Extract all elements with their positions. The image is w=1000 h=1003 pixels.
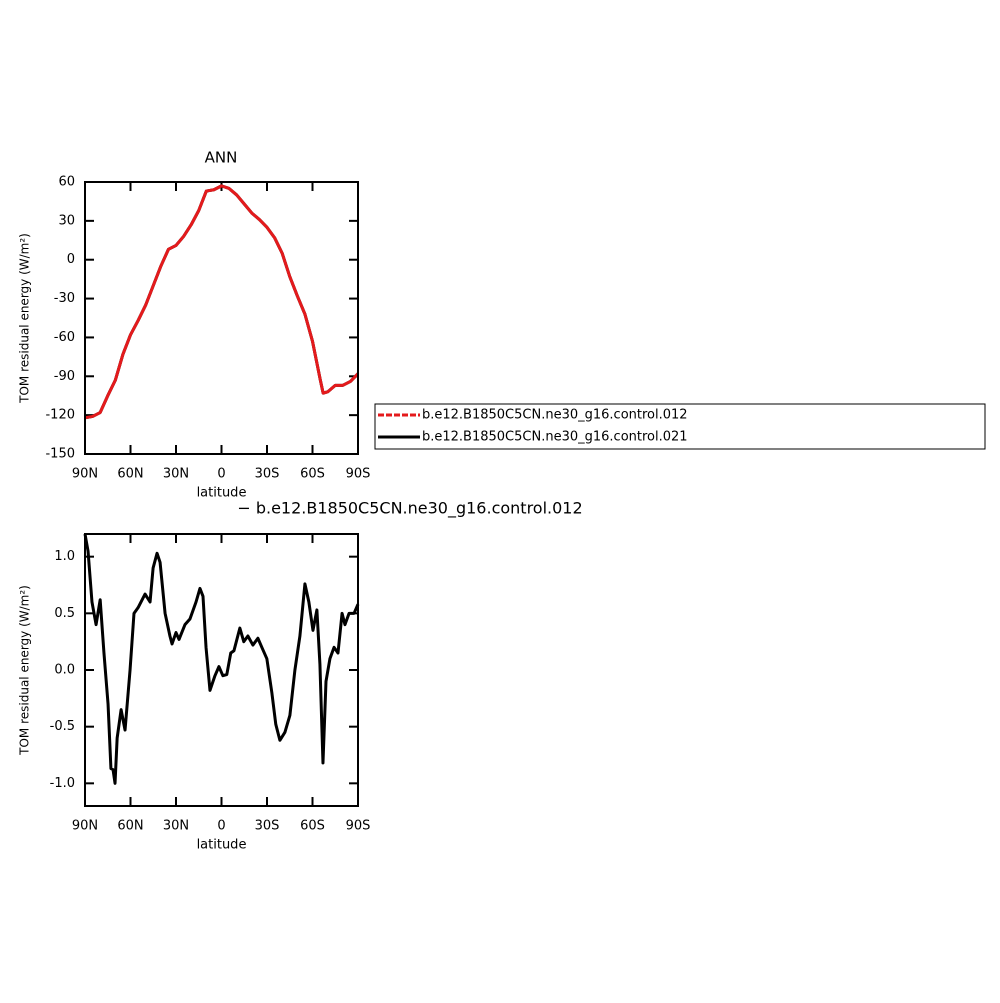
legend-label: b.e12.B1850C5CN.ne30_g16.control.021 bbox=[422, 430, 688, 445]
y-tick-label: 0.0 bbox=[54, 663, 75, 678]
y-tick-label: -150 bbox=[45, 447, 75, 462]
x-tick-label: 90N bbox=[72, 819, 98, 834]
y-tick-label: 30 bbox=[58, 213, 75, 228]
x-tick-label: 90N bbox=[72, 467, 98, 482]
x-tick-label: 60N bbox=[117, 819, 143, 834]
y-tick-label: -90 bbox=[54, 369, 75, 384]
x-tick-label: 0 bbox=[217, 467, 225, 482]
y-tick-label: 0.5 bbox=[54, 606, 75, 621]
chart-title: − b.e12.B1850C5CN.ne30_g16.control.012 bbox=[237, 499, 582, 519]
chart-title: ANN bbox=[205, 149, 238, 167]
x-axis-label: latitude bbox=[197, 838, 247, 853]
y-tick-label: 60 bbox=[58, 175, 75, 190]
plot-frame bbox=[84, 533, 359, 807]
y-axis-label: TOM residual energy (W/m²) bbox=[18, 585, 32, 756]
data-line bbox=[83, 533, 360, 785]
x-tick-label: 30S bbox=[255, 819, 280, 834]
y-tick-label: -30 bbox=[54, 291, 75, 306]
data-line bbox=[84, 184, 360, 420]
plot-frame bbox=[84, 181, 359, 455]
x-tick-label: 30S bbox=[255, 467, 280, 482]
x-tick-label: 30N bbox=[163, 819, 189, 834]
legend-label: b.e12.B1850C5CN.ne30_g16.control.012 bbox=[422, 408, 688, 423]
y-tick-label: -0.5 bbox=[50, 719, 75, 734]
data-line bbox=[84, 184, 360, 420]
x-tick-label: 30N bbox=[163, 467, 189, 482]
x-tick-label: 60N bbox=[117, 467, 143, 482]
y-tick-label: 1.0 bbox=[54, 549, 75, 564]
y-tick-label: -1.0 bbox=[50, 776, 75, 791]
y-tick-label: -120 bbox=[45, 408, 75, 423]
y-tick-label: -60 bbox=[54, 330, 75, 345]
x-tick-label: 90S bbox=[346, 467, 371, 482]
x-tick-label: 90S bbox=[346, 819, 371, 834]
y-tick-label: 0 bbox=[67, 252, 75, 267]
x-tick-label: 0 bbox=[217, 819, 225, 834]
y-axis-label: TOM residual energy (W/m²) bbox=[18, 233, 32, 404]
x-tick-label: 60S bbox=[300, 819, 325, 834]
x-tick-label: 60S bbox=[300, 467, 325, 482]
legend-box bbox=[374, 403, 986, 450]
x-axis-label: latitude bbox=[197, 486, 247, 501]
